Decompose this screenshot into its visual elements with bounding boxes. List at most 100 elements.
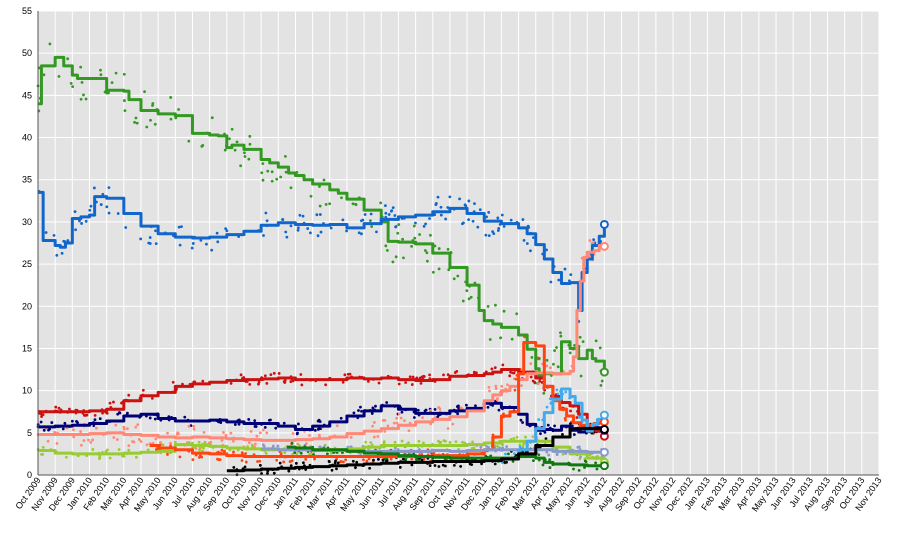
poll-point	[296, 226, 300, 230]
poll-point	[340, 196, 343, 200]
poll-point	[127, 393, 131, 397]
poll-point	[407, 441, 410, 445]
poll-point	[521, 421, 524, 424]
poll-point	[464, 403, 468, 407]
poll-point	[127, 448, 131, 452]
poll-point	[291, 432, 295, 435]
poll-point	[352, 411, 356, 415]
poll-point	[393, 440, 397, 444]
poll-point	[549, 280, 553, 284]
poll-point	[233, 423, 237, 426]
plot-background	[38, 11, 879, 475]
poll-point	[360, 232, 363, 236]
poll-point	[265, 381, 269, 385]
poll-point	[379, 201, 383, 205]
poll-point	[457, 404, 460, 408]
poll-point	[446, 247, 450, 251]
poll-point	[154, 437, 158, 441]
poll-point	[419, 382, 423, 385]
poll-point	[139, 440, 143, 443]
poll-point	[224, 227, 228, 231]
poll-point	[453, 371, 457, 374]
poll-point	[366, 379, 370, 383]
poll-point	[529, 375, 533, 379]
poll-point	[308, 434, 311, 437]
poll-point	[372, 421, 376, 424]
poll-point	[260, 171, 264, 175]
poll-point	[57, 74, 61, 78]
poll-point	[454, 440, 458, 444]
poll-point	[496, 397, 499, 400]
poll-point	[448, 195, 452, 199]
poll-point	[522, 238, 526, 242]
poll-point	[569, 273, 573, 277]
poll-point	[475, 371, 478, 375]
poll-point	[461, 299, 465, 303]
poll-point	[294, 461, 298, 465]
poll-point	[87, 438, 90, 442]
poll-point	[187, 424, 191, 428]
poll-point	[588, 254, 591, 258]
poll-point	[243, 465, 247, 469]
poll-point	[315, 213, 319, 217]
poll-point	[124, 226, 128, 229]
poll-point	[429, 408, 433, 412]
poll-point	[393, 214, 397, 217]
poll-point	[265, 219, 269, 223]
poll-point	[281, 218, 285, 222]
poll-point	[92, 186, 96, 190]
poll-point	[84, 219, 88, 223]
poll-point	[494, 387, 498, 390]
poll-point	[545, 358, 549, 362]
poll-point	[69, 81, 73, 85]
poll-point	[346, 372, 350, 376]
poll-point	[141, 388, 145, 392]
poll-point	[74, 228, 77, 232]
poll-point	[91, 438, 95, 442]
poll-point	[318, 445, 322, 449]
poll-point	[299, 451, 303, 455]
poll-point	[401, 457, 405, 461]
poll-point	[395, 421, 399, 425]
poll-point	[283, 379, 287, 383]
poll-point	[127, 444, 131, 448]
poll-point	[239, 164, 243, 168]
poll-point	[237, 422, 241, 426]
poll-point	[400, 439, 404, 443]
poll-point	[197, 455, 201, 459]
poll-point	[191, 458, 195, 462]
poll-point	[364, 440, 368, 444]
poll-point	[387, 213, 391, 216]
poll-point	[451, 422, 455, 426]
poll-point	[422, 441, 425, 445]
poll-point	[423, 249, 427, 252]
poll-point	[470, 463, 474, 467]
poll-point	[246, 445, 249, 449]
poll-point	[544, 437, 548, 441]
poll-point	[572, 433, 576, 436]
poll-point	[235, 140, 239, 144]
poll-point	[343, 373, 347, 377]
poll-point	[519, 418, 523, 422]
y-tick-label: 35	[22, 175, 32, 185]
poll-point	[324, 202, 328, 206]
poll-point	[354, 203, 358, 207]
poll-point	[401, 237, 405, 241]
y-tick-label: 5	[27, 428, 32, 438]
poll-point	[471, 440, 474, 444]
poll-point	[191, 242, 195, 245]
poll-point	[289, 224, 293, 228]
poll-point	[385, 248, 389, 252]
poll-point	[493, 366, 497, 369]
series-line	[149, 341, 606, 458]
poll-point	[244, 452, 247, 455]
poll-point	[282, 460, 286, 464]
y-tick-label: 30	[22, 217, 32, 227]
poll-point	[411, 375, 415, 379]
poll-point	[183, 415, 187, 419]
poll-point	[531, 459, 535, 463]
poll-point	[248, 134, 252, 138]
poll-point	[341, 380, 345, 384]
poll-point	[149, 118, 152, 122]
poll-point	[123, 109, 127, 113]
